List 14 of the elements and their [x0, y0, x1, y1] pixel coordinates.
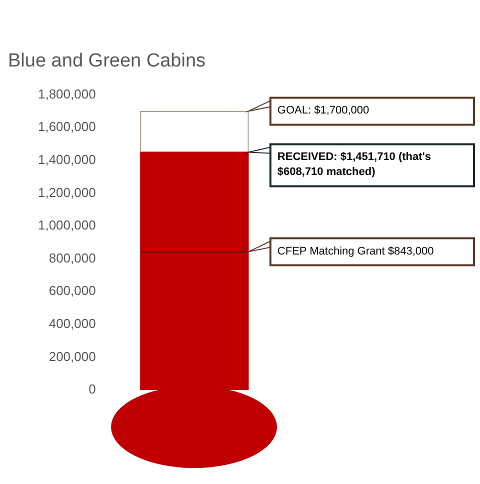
y-tick-label: 800,000: [48, 250, 96, 266]
y-tick-label: 400,000: [48, 316, 96, 331]
y-tick-label: 1,400,000: [38, 152, 96, 167]
chart-title: Blue and Green Cabins: [8, 50, 206, 72]
ref-line-label: CFEP Matching Grant $843,000: [277, 245, 434, 258]
y-tick-label: 1,200,000: [38, 184, 96, 200]
y-tick-label: 1,000,000: [38, 218, 96, 233]
y-tick-label: 600,000: [48, 283, 96, 298]
y-tick-label: 200,000: [48, 348, 96, 364]
text: RECEIVED: $1,451,710 (that's $608,710 matched): [277, 151, 432, 178]
y-tick-label: 1,800,000: [38, 86, 96, 102]
y-tick-label: 0: [88, 382, 96, 397]
y-tick-label: 1,600,000: [38, 119, 96, 134]
text: GOAL: $1,700,000: [277, 104, 370, 117]
